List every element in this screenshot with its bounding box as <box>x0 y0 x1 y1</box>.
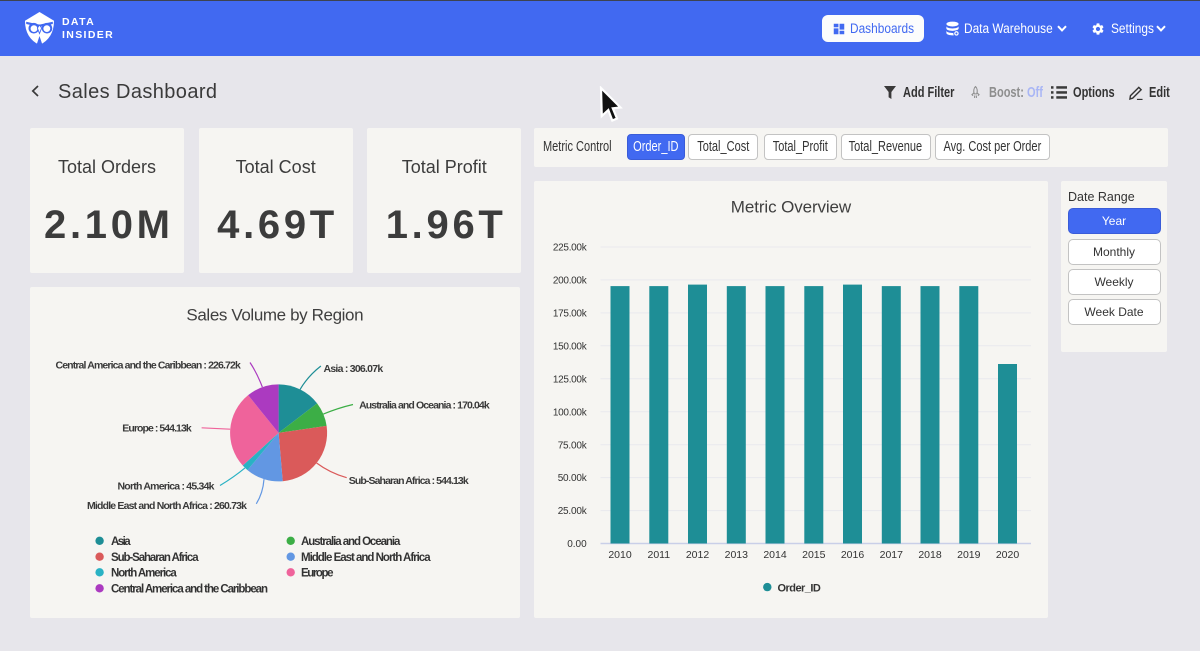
svg-text:Asia: Asia <box>111 536 131 548</box>
svg-text:Sub-Saharan Africa: Sub-Saharan Africa <box>111 552 199 564</box>
svg-text:Sub-Saharan Africa : 544.13k: Sub-Saharan Africa : 544.13k <box>349 475 469 487</box>
svg-text:2016: 2016 <box>841 549 865 561</box>
svg-text:Europe : 544.13k: Europe : 544.13k <box>122 423 192 435</box>
svg-text:North America : 45.34k: North America : 45.34k <box>118 481 215 493</box>
svg-text:Central America and the Caribb: Central America and the Caribbean <box>111 583 268 595</box>
svg-text:Middle East and North Africa :: Middle East and North Africa : 260.73k <box>87 500 247 512</box>
svg-text:Metric Overview: Metric Overview <box>731 198 852 217</box>
svg-text:Asia : 306.07k: Asia : 306.07k <box>324 363 384 375</box>
svg-text:175.00k: 175.00k <box>553 309 588 320</box>
svg-text:2012: 2012 <box>686 549 710 561</box>
svg-text:150.00k: 150.00k <box>553 341 588 352</box>
svg-text:225.00k: 225.00k <box>553 243 588 254</box>
svg-text:25.00k: 25.00k <box>558 506 588 517</box>
svg-text:50.00k: 50.00k <box>558 473 588 484</box>
svg-text:North America: North America <box>111 567 177 579</box>
svg-text:75.00k: 75.00k <box>558 440 588 451</box>
svg-text:100.00k: 100.00k <box>553 407 588 418</box>
svg-text:0.00: 0.00 <box>567 539 587 550</box>
svg-text:2011: 2011 <box>648 549 671 561</box>
svg-text:2010: 2010 <box>608 549 632 561</box>
svg-text:2017: 2017 <box>880 549 904 561</box>
svg-text:2015: 2015 <box>802 549 826 561</box>
svg-text:Australia and Oceania : 170.04: Australia and Oceania : 170.04k <box>359 400 490 412</box>
svg-text:2013: 2013 <box>725 549 749 561</box>
svg-text:125.00k: 125.00k <box>553 374 588 385</box>
svg-text:Order_ID: Order_ID <box>778 582 821 594</box>
svg-text:2014: 2014 <box>763 549 787 561</box>
svg-text:2018: 2018 <box>918 549 942 561</box>
svg-text:2020: 2020 <box>996 549 1020 561</box>
svg-text:200.00k: 200.00k <box>553 276 588 287</box>
svg-text:Sales Volume by Region: Sales Volume by Region <box>186 305 363 324</box>
svg-text:Middle East and North Africa: Middle East and North Africa <box>301 552 431 564</box>
svg-text:Australia and Oceania: Australia and Oceania <box>301 536 401 548</box>
svg-text:Europe: Europe <box>301 567 334 579</box>
svg-text:Central America and the Caribb: Central America and the Caribbean : 226.… <box>56 359 241 371</box>
svg-text:2019: 2019 <box>957 549 981 561</box>
